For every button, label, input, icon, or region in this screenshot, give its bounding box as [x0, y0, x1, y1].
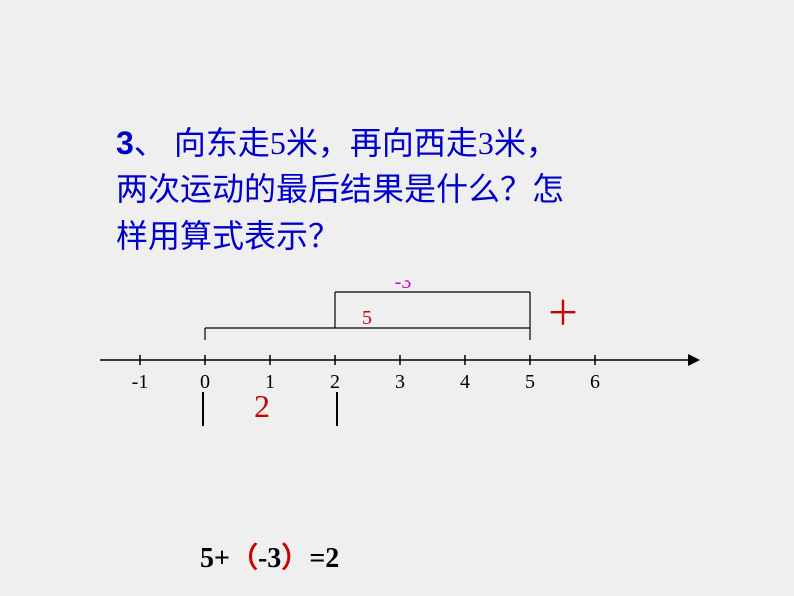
tick-label: 0 — [200, 371, 210, 393]
tick-label: 6 — [590, 371, 600, 393]
eq-p1: 5+ — [200, 543, 230, 574]
question-line2: 两次运动的最后结果是什么？怎 — [116, 171, 564, 207]
eq-p5: =2 — [309, 543, 339, 574]
result-marks — [203, 392, 337, 426]
tick-label: -1 — [132, 371, 149, 393]
eq-paren-close: ） — [281, 543, 309, 574]
question-punct: 、 — [134, 125, 166, 161]
question-text: 3、 向东走5米，再向西走3米， 两次运动的最后结果是什么？怎 样用算式表示？ — [116, 120, 676, 259]
question-number: 3 — [116, 125, 134, 161]
question-line1: 向东走5米，再向西走3米， — [166, 125, 558, 161]
eq-paren-open: （ — [230, 543, 258, 574]
segment-minus3-label: -3 — [395, 280, 412, 293]
segment-5: 5 — [205, 307, 530, 340]
segment-5-label: 5 — [362, 307, 372, 329]
tick-label: 2 — [330, 371, 340, 393]
tick-label: 3 — [395, 371, 405, 393]
question-line3: 样用算式表示？ — [116, 218, 340, 254]
eq-p3: -3 — [258, 543, 281, 574]
plus-sign: ＋ — [546, 286, 580, 335]
axis-arrow — [688, 354, 700, 366]
diagram-svg: -1 0 1 2 3 4 5 6 5 — [90, 280, 710, 480]
tick-label: 5 — [525, 371, 535, 393]
equation: 5+（-3）=2 — [200, 536, 339, 576]
slide-content: 3、 向东走5米，再向西走3米， 两次运动的最后结果是什么？怎 样用算式表示？ … — [0, 0, 794, 596]
tick-label: 4 — [460, 371, 470, 393]
number-line-diagram: -1 0 1 2 3 4 5 6 5 — [90, 280, 710, 480]
result-two-label: 2 — [254, 388, 270, 425]
